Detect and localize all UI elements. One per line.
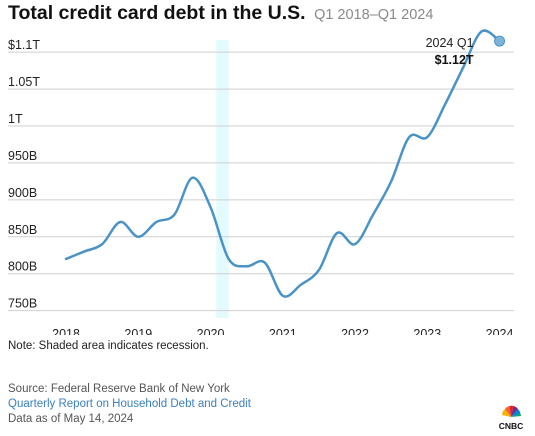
y-tick-label: 750B	[8, 297, 37, 311]
report-link[interactable]: Quarterly Report on Household Debt and C…	[8, 398, 251, 410]
series-line-0	[64, 29, 501, 298]
y-tick-label: 1T	[8, 112, 23, 126]
y-tick-label: 850B	[8, 223, 37, 237]
y-tick-label: 900B	[8, 186, 37, 200]
recession-band	[216, 40, 229, 318]
x-tick-label: 2023	[413, 327, 441, 335]
chart-subtitle: Q1 2018–Q1 2024	[314, 7, 434, 23]
x-tick-label: 2021	[269, 327, 297, 335]
line-chart: 750B 800B 850B 900B 950B 1T 1.05T $1.1T 2018 2019…	[8, 29, 514, 335]
y-tick-label: 1.05T	[8, 75, 40, 89]
x-tick-label: 2022	[341, 327, 369, 335]
annotation-value: $1.12T	[435, 53, 474, 67]
recession-note: Note: Shaded area indicates recession.	[8, 340, 209, 352]
chart-title: Total credit card debt in the U.S.	[8, 2, 306, 24]
x-tick-label: 2024	[486, 327, 514, 335]
latest-point	[494, 35, 506, 47]
x-tick-label: 2019	[124, 327, 152, 335]
x-tick-label: 2018	[52, 327, 80, 335]
cnbc-logo: CNBC	[492, 403, 530, 431]
date-note: Data as of May 14, 2024	[8, 413, 134, 425]
y-tick-label: $1.1T	[8, 38, 40, 52]
x-tick-label: 2020	[197, 327, 225, 335]
source-text: Source: Federal Reserve Bank of New York	[8, 383, 230, 395]
y-tick-label: 950B	[8, 149, 37, 163]
chart-header: Total credit card debt in the U.S. Q1 20…	[8, 2, 433, 25]
cnbc-logo-text: CNBC	[499, 421, 524, 431]
y-tick-label: 800B	[8, 260, 37, 274]
annotation-label: 2024 Q1	[426, 36, 474, 50]
